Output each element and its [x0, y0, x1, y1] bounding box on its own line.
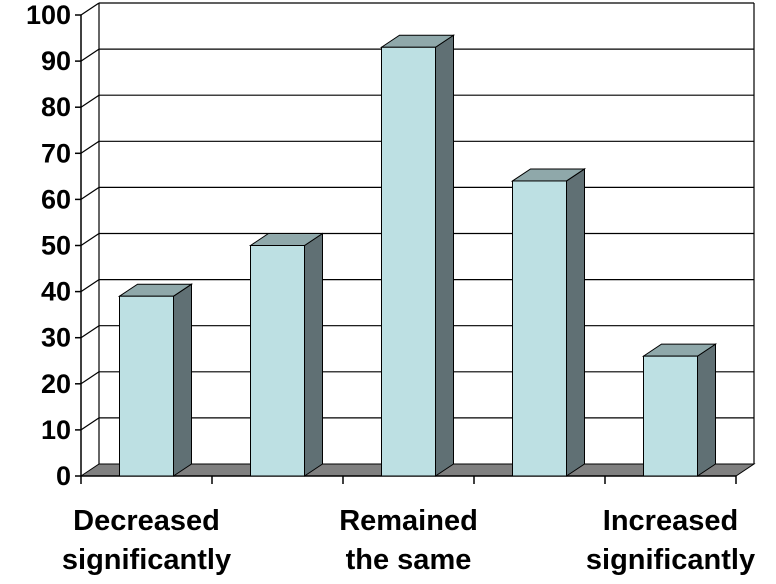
x-category-label: Remained the same [339, 505, 478, 576]
gridline-depth [80, 94, 100, 108]
x-category-labels: Decreased significantly Remained the same In… [62, 505, 755, 576]
y-tick-label: 60 [41, 184, 71, 214]
y-tick-label: 0 [56, 461, 71, 491]
x-category-label: Decreased significantly [62, 505, 231, 576]
gridline-depth [80, 233, 100, 246]
y-tick-labels: 0 10 20 30 40 50 60 70 80 90 100 [26, 0, 71, 491]
bar-side [173, 283, 192, 477]
bar-front [250, 245, 305, 477]
y-tick-label: 10 [41, 415, 71, 445]
y-tick-label: 30 [41, 323, 71, 353]
y-tick-label: 50 [41, 231, 71, 261]
gridline-depth [80, 186, 100, 200]
y-tick-label: 90 [41, 46, 71, 76]
gridline-depth [80, 417, 100, 431]
bar-front [119, 295, 174, 477]
bar-front [643, 355, 698, 477]
y-tick-label: 70 [41, 138, 71, 168]
y-tick-label: 20 [41, 369, 71, 399]
gridline-depth [80, 279, 100, 293]
bar-side [566, 168, 585, 477]
gridline-depth [80, 325, 100, 339]
bar [379, 34, 456, 477]
bars [117, 34, 718, 477]
gridline-depth [80, 48, 100, 62]
gridline-depth [80, 140, 100, 154]
bar-side [435, 34, 454, 477]
y-tick-label: 40 [41, 277, 71, 307]
y-tick-label: 100 [26, 0, 71, 30]
bar-side [304, 232, 323, 477]
bar [248, 232, 325, 477]
bar-front [512, 180, 567, 477]
y-tick-label: 80 [41, 92, 71, 122]
bar [117, 283, 194, 477]
bar [641, 343, 718, 477]
gridline-depth [80, 371, 100, 385]
bar-front [381, 46, 436, 477]
x-category-label: Increased significantly [586, 505, 755, 576]
bar [510, 168, 587, 477]
gridline-depth [80, 2, 100, 16]
bar-side [697, 343, 716, 477]
